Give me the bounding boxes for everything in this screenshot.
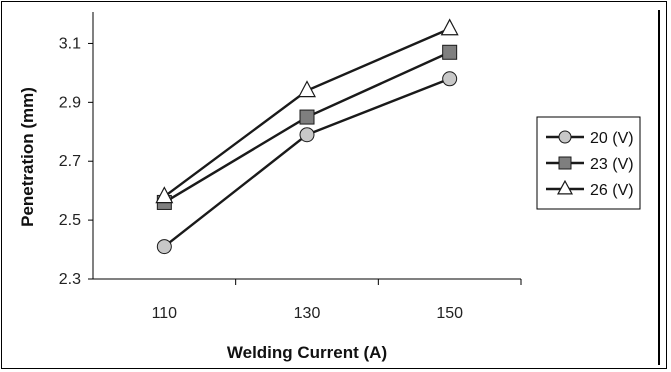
y-axis-label: Penetration (mm) [18,87,37,227]
x-tick-labels: 110 130 150 [152,305,464,322]
legend-item: 20 (V) [546,130,634,147]
x-tick-label: 150 [436,305,463,322]
x-axis-label: Welding Current (A) [227,343,387,362]
y-tick-labels: 2.3 2.5 2.7 2.9 3.1 [59,35,81,288]
data-point [442,44,458,60]
series-triangle [155,18,459,204]
series-layer [155,18,459,255]
data-point [156,239,172,255]
legend: 20 (V) 23 (V) 26 (V) [536,116,641,210]
series-line [163,77,451,248]
y-tick-label: 3.1 [59,35,81,52]
data-point [299,109,315,125]
data-point [299,127,315,143]
legend-marker [556,179,574,195]
data-point [155,186,174,204]
legend-label: 23 (V) [590,156,634,173]
x-tick-label: 130 [294,305,321,322]
legend-marker [558,130,572,144]
axes [88,12,522,285]
legend-label: 26 (V) [590,182,634,199]
legend-marker [558,156,572,170]
y-tick-label: 2.5 [59,212,81,229]
x-tick-label: 110 [152,305,178,322]
legend-label: 20 (V) [590,130,634,147]
right-edge-rule [658,10,660,365]
y-tick-label: 2.7 [59,153,81,170]
y-tick-label: 2.9 [59,94,81,111]
legend-item: 26 (V) [546,179,634,199]
legend-item: 23 (V) [546,156,634,173]
y-tick-label: 2.3 [59,271,81,288]
data-point [298,80,316,98]
data-point [440,18,459,36]
data-point [442,71,458,87]
series-circle [156,71,458,255]
